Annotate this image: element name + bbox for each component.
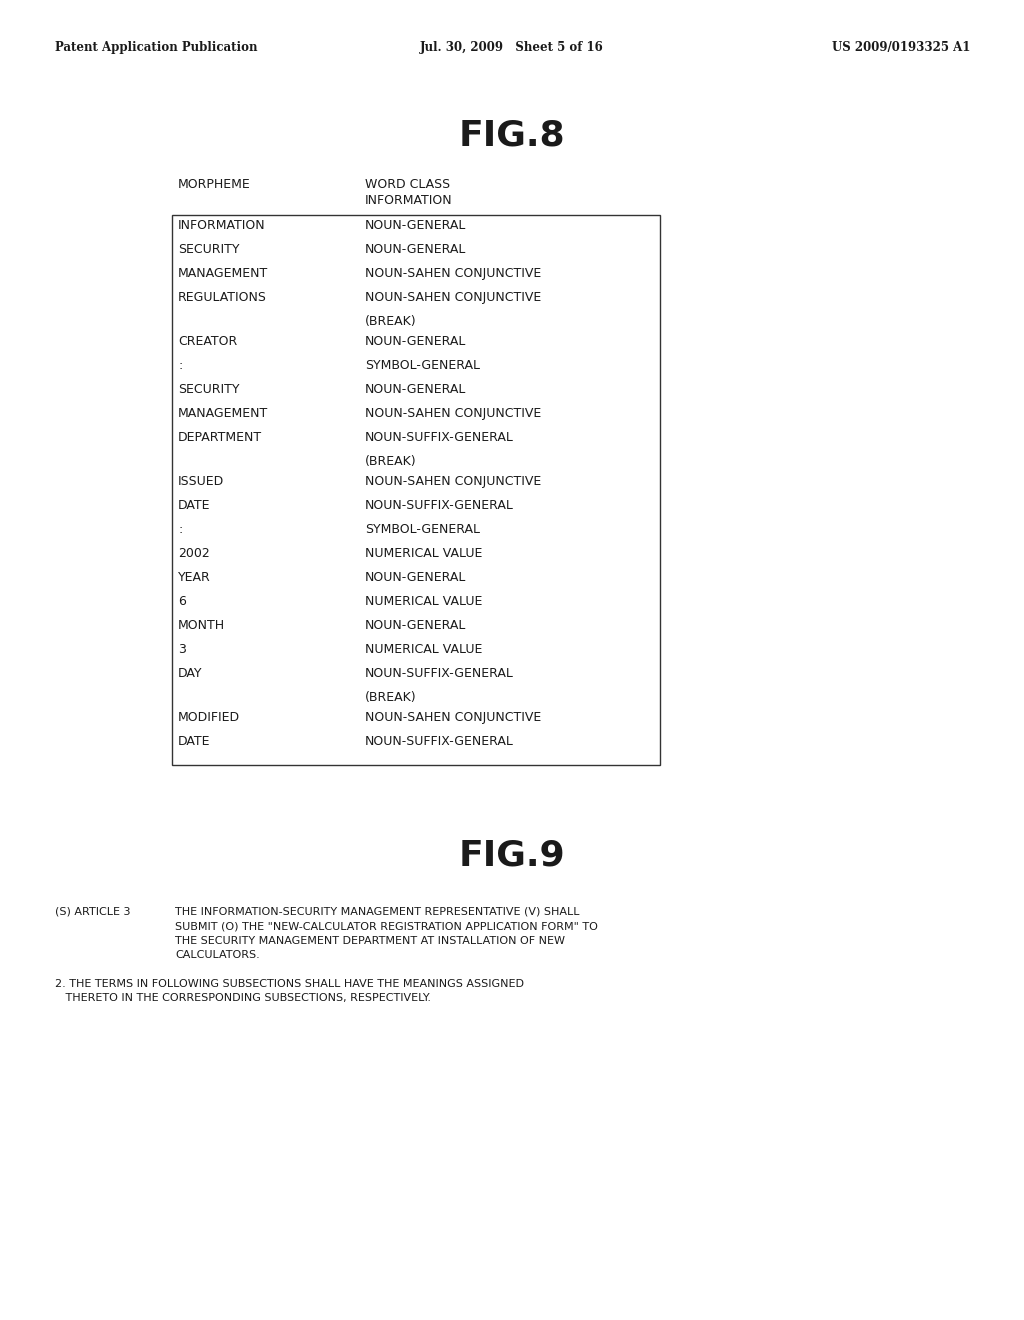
Text: NOUN-GENERAL: NOUN-GENERAL	[365, 243, 466, 256]
Text: NOUN-SAHEN CONJUNCTIVE: NOUN-SAHEN CONJUNCTIVE	[365, 290, 542, 304]
Text: NUMERICAL VALUE: NUMERICAL VALUE	[365, 643, 482, 656]
Text: NOUN-SAHEN CONJUNCTIVE: NOUN-SAHEN CONJUNCTIVE	[365, 711, 542, 723]
Text: SECURITY: SECURITY	[178, 243, 240, 256]
Text: NUMERICAL VALUE: NUMERICAL VALUE	[365, 595, 482, 609]
Text: NOUN-SUFFIX-GENERAL: NOUN-SUFFIX-GENERAL	[365, 667, 514, 680]
Text: NOUN-GENERAL: NOUN-GENERAL	[365, 219, 466, 232]
Text: NOUN-SUFFIX-GENERAL: NOUN-SUFFIX-GENERAL	[365, 499, 514, 512]
Text: 2. THE TERMS IN FOLLOWING SUBSECTIONS SHALL HAVE THE MEANINGS ASSIGNED: 2. THE TERMS IN FOLLOWING SUBSECTIONS SH…	[55, 979, 524, 989]
Text: MANAGEMENT: MANAGEMENT	[178, 407, 268, 420]
Text: 2002: 2002	[178, 546, 210, 560]
Text: MODIFIED: MODIFIED	[178, 711, 240, 723]
Text: WORD CLASS
INFORMATION: WORD CLASS INFORMATION	[365, 178, 453, 207]
Text: NOUN-SAHEN CONJUNCTIVE: NOUN-SAHEN CONJUNCTIVE	[365, 475, 542, 488]
Text: DATE: DATE	[178, 735, 211, 748]
Text: NOUN-GENERAL: NOUN-GENERAL	[365, 572, 466, 583]
Text: CREATOR: CREATOR	[178, 335, 238, 348]
Text: (BREAK): (BREAK)	[365, 315, 417, 327]
Text: MANAGEMENT: MANAGEMENT	[178, 267, 268, 280]
Text: NOUN-GENERAL: NOUN-GENERAL	[365, 335, 466, 348]
Text: :: :	[178, 359, 182, 372]
Text: Patent Application Publication: Patent Application Publication	[55, 41, 257, 54]
Text: US 2009/0193325 A1: US 2009/0193325 A1	[831, 41, 970, 54]
Text: REGULATIONS: REGULATIONS	[178, 290, 267, 304]
Text: NOUN-SUFFIX-GENERAL: NOUN-SUFFIX-GENERAL	[365, 432, 514, 444]
Text: :: :	[178, 523, 182, 536]
Text: NOUN-SUFFIX-GENERAL: NOUN-SUFFIX-GENERAL	[365, 735, 514, 748]
Text: SYMBOL-GENERAL: SYMBOL-GENERAL	[365, 359, 480, 372]
Text: INFORMATION: INFORMATION	[178, 219, 265, 232]
Text: NOUN-SAHEN CONJUNCTIVE: NOUN-SAHEN CONJUNCTIVE	[365, 407, 542, 420]
Text: 6: 6	[178, 595, 186, 609]
Text: MONTH: MONTH	[178, 619, 225, 632]
Text: ISSUED: ISSUED	[178, 475, 224, 488]
Text: DAY: DAY	[178, 667, 203, 680]
Text: (S) ARTICLE 3: (S) ARTICLE 3	[55, 907, 130, 917]
Text: FIG.8: FIG.8	[459, 117, 565, 152]
Text: DATE: DATE	[178, 499, 211, 512]
Text: THERETO IN THE CORRESPONDING SUBSECTIONS, RESPECTIVELY.: THERETO IN THE CORRESPONDING SUBSECTIONS…	[55, 993, 431, 1003]
Text: DEPARTMENT: DEPARTMENT	[178, 432, 262, 444]
Text: NUMERICAL VALUE: NUMERICAL VALUE	[365, 546, 482, 560]
Text: 3: 3	[178, 643, 186, 656]
Text: SYMBOL-GENERAL: SYMBOL-GENERAL	[365, 523, 480, 536]
Text: YEAR: YEAR	[178, 572, 211, 583]
Text: NOUN-SAHEN CONJUNCTIVE: NOUN-SAHEN CONJUNCTIVE	[365, 267, 542, 280]
Text: Jul. 30, 2009   Sheet 5 of 16: Jul. 30, 2009 Sheet 5 of 16	[420, 41, 604, 54]
Text: THE INFORMATION-SECURITY MANAGEMENT REPRESENTATIVE (V) SHALL
SUBMIT (O) THE "NEW: THE INFORMATION-SECURITY MANAGEMENT REPR…	[175, 907, 598, 960]
Text: NOUN-GENERAL: NOUN-GENERAL	[365, 619, 466, 632]
Bar	[172, 215, 660, 766]
Text: MORPHEME: MORPHEME	[178, 178, 251, 191]
Text: FIG.9: FIG.9	[459, 838, 565, 873]
Text: (BREAK): (BREAK)	[365, 455, 417, 469]
Text: SECURITY: SECURITY	[178, 383, 240, 396]
Text: (BREAK): (BREAK)	[365, 690, 417, 704]
Text: NOUN-GENERAL: NOUN-GENERAL	[365, 383, 466, 396]
